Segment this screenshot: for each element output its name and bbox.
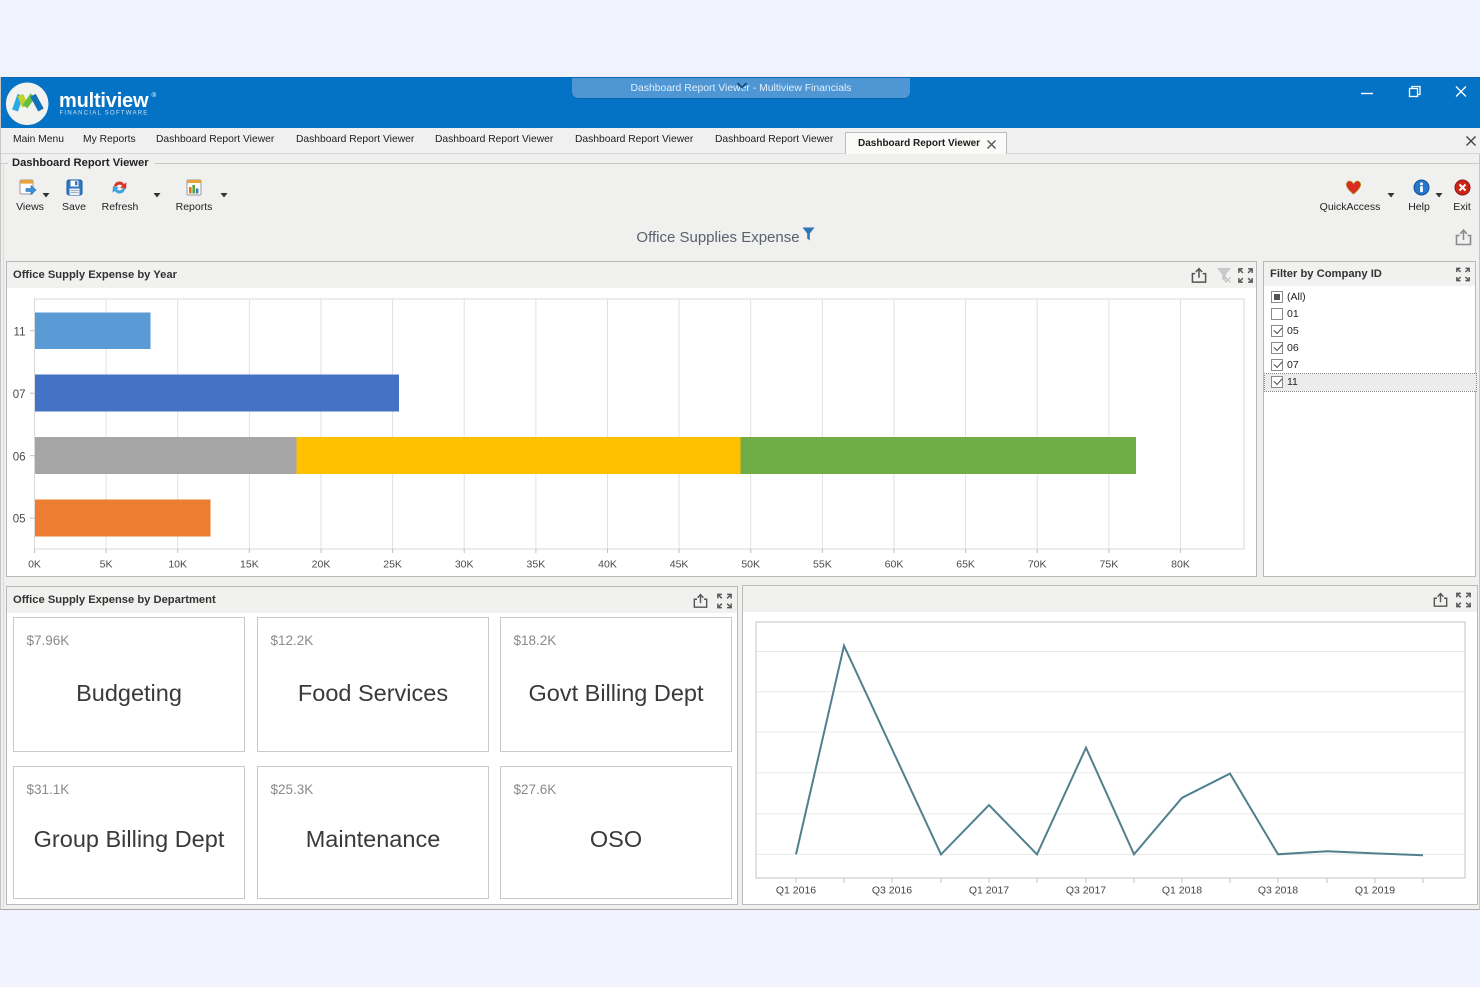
svg-text:Q3 2018: Q3 2018 xyxy=(1257,885,1297,897)
svg-text:0K: 0K xyxy=(28,559,41,571)
svg-text:Q1 2017: Q1 2017 xyxy=(968,885,1008,897)
svg-text:75K: 75K xyxy=(1100,559,1119,571)
svg-text:Q3 2016: Q3 2016 xyxy=(871,885,911,897)
svg-text:07: 07 xyxy=(13,389,26,401)
svg-text:80K: 80K xyxy=(1171,559,1190,571)
svg-text:Q1 2019: Q1 2019 xyxy=(1354,885,1394,897)
svg-text:FINANCIAL SOFTWARE: FINANCIAL SOFTWARE xyxy=(60,111,149,117)
svg-text:55K: 55K xyxy=(813,559,832,571)
svg-text:30K: 30K xyxy=(455,559,474,571)
svg-text:40K: 40K xyxy=(598,559,617,571)
svg-text:Q3 2017: Q3 2017 xyxy=(1065,885,1105,897)
svg-text:Q1 2018: Q1 2018 xyxy=(1161,885,1201,897)
svg-text:25K: 25K xyxy=(383,559,402,571)
svg-text:®: ® xyxy=(152,91,157,99)
svg-text:Q1 2016: Q1 2016 xyxy=(775,885,815,897)
svg-text:06: 06 xyxy=(13,451,26,463)
svg-text:70K: 70K xyxy=(1028,559,1047,571)
svg-text:15K: 15K xyxy=(240,559,259,571)
svg-text:45K: 45K xyxy=(670,559,689,571)
svg-text:35K: 35K xyxy=(527,559,546,571)
svg-text:10K: 10K xyxy=(168,559,187,571)
svg-text:60K: 60K xyxy=(885,559,904,571)
svg-text:5K: 5K xyxy=(100,559,113,571)
svg-text:11: 11 xyxy=(14,327,26,339)
svg-text:05: 05 xyxy=(13,514,26,526)
svg-text:multiview: multiview xyxy=(59,90,149,112)
svg-text:65K: 65K xyxy=(956,559,975,571)
svg-text:50K: 50K xyxy=(741,559,760,571)
svg-text:20K: 20K xyxy=(312,559,331,571)
